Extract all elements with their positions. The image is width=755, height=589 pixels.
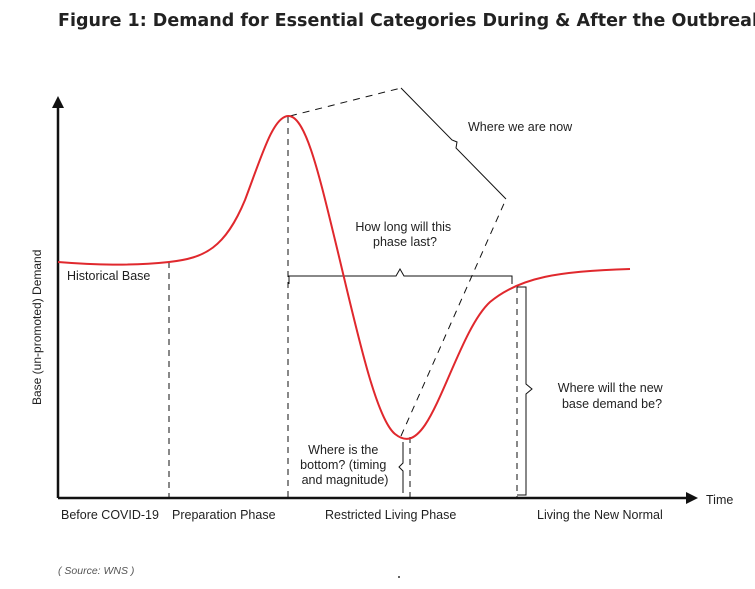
stray-dot [398, 576, 400, 578]
y-axis-label: Base (un-promoted) Demand [30, 250, 44, 405]
source-note: ( Source: WNS ) [58, 565, 135, 577]
label-how-long: How long will this phase last? [355, 220, 454, 249]
bracket-how-long [288, 267, 513, 284]
bracket-bottom [398, 442, 404, 493]
phase-before-covid: Before COVID-19 [61, 508, 159, 522]
label-where-now: Where we are now [468, 120, 573, 134]
phase-dividers [168, 117, 518, 497]
label-how-long-line-1: How long will this [355, 220, 451, 234]
demand-curve [57, 114, 631, 440]
guide-peak-to-top [289, 87, 402, 117]
label-how-long-line-2: phase last? [373, 235, 437, 249]
label-bottom: Where is the bottom? (timing and magnitu… [300, 443, 390, 487]
guide-bottom-to-right [400, 198, 507, 437]
phase-preparation: Preparation Phase [172, 508, 276, 522]
label-bottom-line-1: Where is the [308, 443, 378, 457]
label-new-base: Where will the new base demand be? [558, 381, 666, 411]
label-new-base-line-2: base demand be? [562, 397, 662, 411]
figure-title: Figure 1: Demand for Essential Categorie… [58, 11, 755, 31]
x-axis-label: Time [706, 493, 733, 507]
label-historical-base: Historical Base [67, 269, 150, 283]
bracket-where-now [400, 87, 507, 200]
label-bottom-line-2: bottom? (timing [300, 458, 386, 472]
bracket-new-base [517, 286, 533, 496]
label-new-base-line-1: Where will the new [558, 381, 664, 395]
guide-lines [289, 87, 507, 437]
phase-new-normal: Living the New Normal [537, 508, 663, 522]
phase-restricted-living: Restricted Living Phase [325, 508, 456, 522]
label-bottom-line-3: and magnitude) [302, 473, 389, 487]
